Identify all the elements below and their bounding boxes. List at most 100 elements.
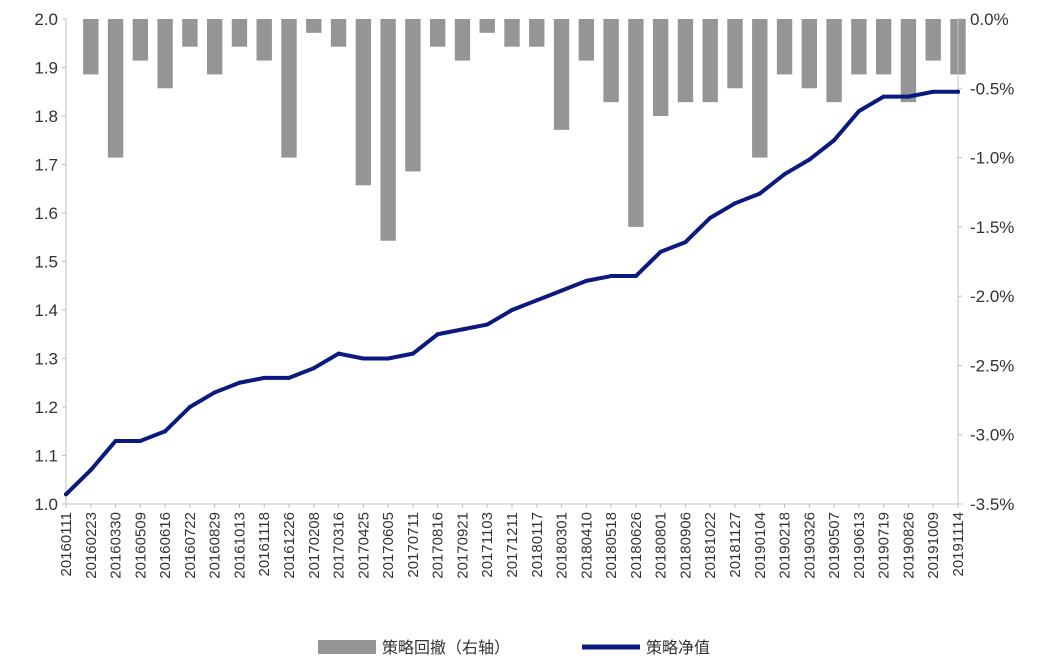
x-tick-label: 20180906 [677,512,694,579]
net-value-point [410,351,415,356]
x-tick-label: 20180518 [603,512,620,579]
net-value-point [336,351,341,356]
net-value-point [757,191,762,196]
y-left-tick-label: 1.7 [34,156,58,175]
net-value-point [559,288,564,293]
x-tick-label: 20160829 [207,512,224,579]
x-tick-label: 20170425 [355,512,372,579]
x-tick-label: 20161013 [231,512,248,579]
net-value-point [485,322,490,327]
net-value-point [683,240,688,245]
net-value-line [64,89,960,497]
y-left-tick-label: 1.0 [34,495,58,514]
drawdown-bar [875,19,892,75]
x-tick-label: 20160330 [108,512,125,579]
x-tick-label: 20180626 [628,512,645,579]
drawdown-bar [405,19,421,172]
net-value-point [212,390,217,395]
y-right-tick-label: -3.0% [970,426,1014,445]
net-value-point [807,157,812,162]
y-left-tick-label: 1.9 [34,59,58,78]
drawdown-bar [900,19,917,103]
net-value-point [138,438,143,443]
net-value-point [187,405,192,409]
x-tick-label: 20191009 [925,512,942,579]
net-value-point [534,298,539,303]
y-right-tick-label: -2.0% [970,287,1014,306]
x-tick-label: 20160722 [182,512,199,579]
drawdown-bar [157,19,173,89]
net-value-point [658,249,663,254]
x-tick-label: 20190326 [801,512,818,579]
drawdown-bar [330,19,347,47]
x-tick-label: 20161118 [256,512,273,577]
x-tick-label: 20170921 [454,512,471,579]
drawdown-bar [925,19,941,61]
x-tick-label: 20190218 [777,512,794,579]
net-value-point [113,438,118,443]
drawdown-bar [529,19,545,47]
y-right-tick-label: 0.0% [970,10,1009,29]
drawdown-bar [851,19,867,75]
y-left-tick-label: 1.3 [34,350,58,369]
x-tick-label: 20161226 [281,512,298,579]
x-tick-label: 20171103 [479,512,496,578]
drawdown-bar [429,19,446,47]
net-value-point [64,492,68,497]
drawdown-bar [454,19,471,61]
x-tick-label: 20190613 [851,512,868,579]
net-value-point [361,356,366,361]
x-tick-label: 20191114 [950,512,967,577]
drawdown-bar [107,19,124,158]
x-tick-label: 20181022 [702,512,719,579]
net-value-point [510,308,514,312]
x-tick-label: 20160509 [132,512,149,579]
drawdown-bar [727,19,743,89]
x-tick-label: 20181127 [727,512,744,578]
drawdown-bar [578,19,595,61]
drawdown-bar [355,19,372,186]
legend-label-net-value: 策略净值 [646,638,710,657]
drawdown-bar [206,19,223,75]
drawdown-bar [83,19,99,75]
x-tick-label: 20190104 [752,512,769,579]
drawdown-bar [553,19,570,130]
x-tick-label: 20171211 [504,512,521,578]
drawdown-bar [776,19,793,75]
y-right-tick-label: -2.5% [970,356,1014,375]
y-left-tick-label: 1.2 [34,398,58,417]
x-tick-label: 20190507 [826,512,843,579]
net-value-point [609,274,614,279]
x-tick-label: 20170816 [430,512,447,579]
drawdown-bar [380,19,396,241]
net-value-point [262,375,267,380]
drawdown-bar [132,19,149,61]
net-value-point [881,94,886,99]
net-value-point [460,327,465,332]
x-tick-label: 20180410 [578,512,595,579]
x-tick-label: 20170605 [380,512,397,579]
net-value-point [856,109,861,114]
legend-swatch-drawdown [318,640,376,654]
x-tick-label: 20170208 [306,512,323,579]
drawdown-bar [504,19,520,47]
drawdown-bar [628,19,644,227]
y-right-tick-label: -1.0% [970,149,1014,168]
x-tick-label: 20180117 [529,512,546,578]
y-right-tick-label: -1.5% [970,218,1014,237]
net-value-line-layer [64,89,960,497]
net-value-point [386,356,391,361]
drawdown-bar [702,19,718,103]
net-value-point [832,138,837,143]
x-tick-label: 20180301 [554,512,571,579]
x-tick-label: 20190826 [900,512,917,579]
net-value-point [708,215,713,220]
drawdown-bar [652,19,669,116]
y-left-tick-label: 1.1 [34,447,58,466]
x-tick-label: 20190719 [876,512,893,579]
y-left-tick-label: 1.5 [34,253,58,272]
x-tick-label: 20160616 [157,512,174,579]
x-tick-label: 20160111 [58,512,75,577]
